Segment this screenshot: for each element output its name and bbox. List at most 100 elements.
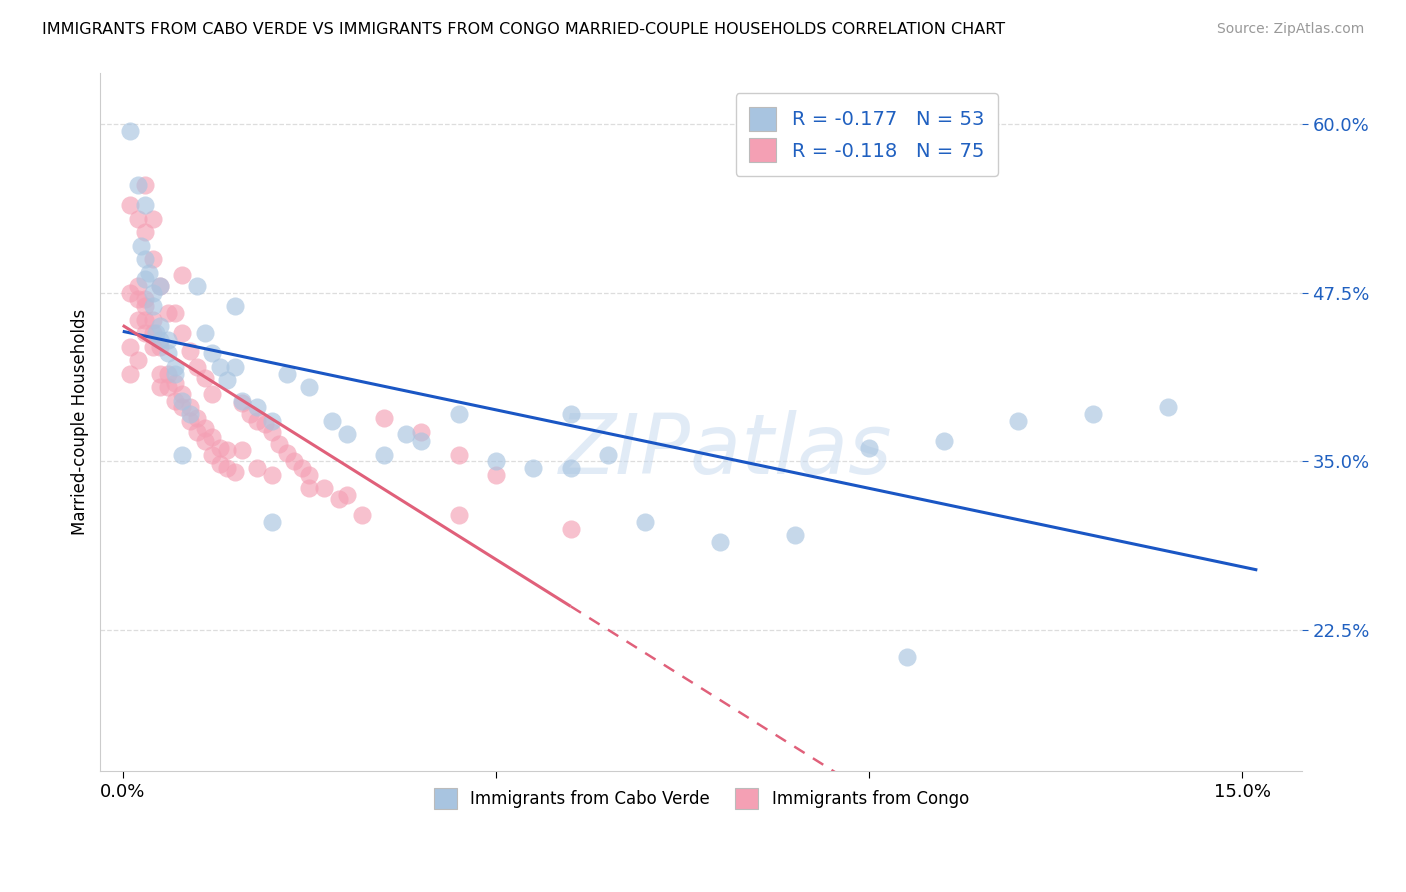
Point <box>134 252 156 266</box>
Point <box>186 411 208 425</box>
Point <box>560 461 582 475</box>
Point <box>596 448 619 462</box>
Point <box>260 515 283 529</box>
Point <box>138 266 160 280</box>
Point <box>156 346 179 360</box>
Point <box>127 293 149 307</box>
Point <box>179 401 201 415</box>
Point <box>298 380 321 394</box>
Point <box>246 401 269 415</box>
Point <box>231 393 253 408</box>
Point <box>224 299 246 313</box>
Point <box>201 387 224 401</box>
Point <box>186 359 208 374</box>
Point <box>217 461 239 475</box>
Point <box>298 481 321 495</box>
Point <box>172 326 194 341</box>
Point <box>560 407 582 421</box>
Point <box>120 198 142 212</box>
Point <box>328 491 350 506</box>
Point <box>134 225 156 239</box>
Point <box>1007 414 1029 428</box>
Point <box>134 299 156 313</box>
Point <box>127 312 149 326</box>
Point <box>149 279 172 293</box>
Point <box>149 380 172 394</box>
Point <box>634 515 657 529</box>
Point <box>163 376 186 390</box>
Point <box>260 414 283 428</box>
Point <box>260 467 283 482</box>
Point <box>127 353 149 368</box>
Point <box>269 436 291 450</box>
Point <box>149 340 172 354</box>
Point <box>709 535 731 549</box>
Point <box>156 306 179 320</box>
Point <box>142 299 165 313</box>
Point <box>142 326 165 341</box>
Text: IMMIGRANTS FROM CABO VERDE VS IMMIGRANTS FROM CONGO MARRIED-COUPLE HOUSEHOLDS CO: IMMIGRANTS FROM CABO VERDE VS IMMIGRANTS… <box>42 22 1005 37</box>
Point <box>298 467 321 482</box>
Point <box>932 434 955 448</box>
Point <box>231 443 253 458</box>
Point <box>485 467 508 482</box>
Point <box>217 373 239 387</box>
Point <box>142 211 165 226</box>
Point <box>276 367 298 381</box>
Point <box>120 124 142 138</box>
Point <box>145 326 167 341</box>
Point <box>336 427 359 442</box>
Point <box>239 407 262 421</box>
Point <box>142 252 165 266</box>
Point <box>224 359 246 374</box>
Point <box>142 312 165 326</box>
Point <box>186 279 208 293</box>
Point <box>134 198 156 212</box>
Point <box>217 443 239 458</box>
Point <box>127 178 149 192</box>
Point <box>201 346 224 360</box>
Point <box>336 488 359 502</box>
Point <box>134 272 156 286</box>
Point <box>208 359 231 374</box>
Legend: Immigrants from Cabo Verde, Immigrants from Congo: Immigrants from Cabo Verde, Immigrants f… <box>427 781 976 815</box>
Y-axis label: Married-couple Households: Married-couple Households <box>72 309 89 535</box>
Point <box>149 367 172 381</box>
Point <box>395 427 418 442</box>
Point <box>120 285 142 300</box>
Point <box>194 370 217 384</box>
Point <box>194 326 217 341</box>
Point <box>373 448 395 462</box>
Point <box>194 420 217 434</box>
Point <box>447 508 470 523</box>
Point <box>179 414 201 428</box>
Point <box>783 528 806 542</box>
Text: ZIPatlas: ZIPatlas <box>558 409 891 491</box>
Point <box>201 430 224 444</box>
Point <box>179 343 201 358</box>
Point <box>447 407 470 421</box>
Point <box>291 461 314 475</box>
Text: Source: ZipAtlas.com: Source: ZipAtlas.com <box>1216 22 1364 37</box>
Point <box>142 285 165 300</box>
Point <box>246 414 269 428</box>
Point <box>260 425 283 439</box>
Point <box>156 333 179 347</box>
Point <box>896 649 918 664</box>
Point <box>179 407 201 421</box>
Point <box>131 238 153 252</box>
Point <box>172 448 194 462</box>
Point <box>134 312 156 326</box>
Point <box>246 461 269 475</box>
Point <box>163 359 186 374</box>
Point <box>350 508 373 523</box>
Point <box>522 461 544 475</box>
Point <box>208 457 231 471</box>
Point <box>411 434 433 448</box>
Point <box>283 454 305 468</box>
Point <box>127 211 149 226</box>
Point <box>560 522 582 536</box>
Point <box>120 367 142 381</box>
Point <box>134 326 156 341</box>
Point <box>321 414 343 428</box>
